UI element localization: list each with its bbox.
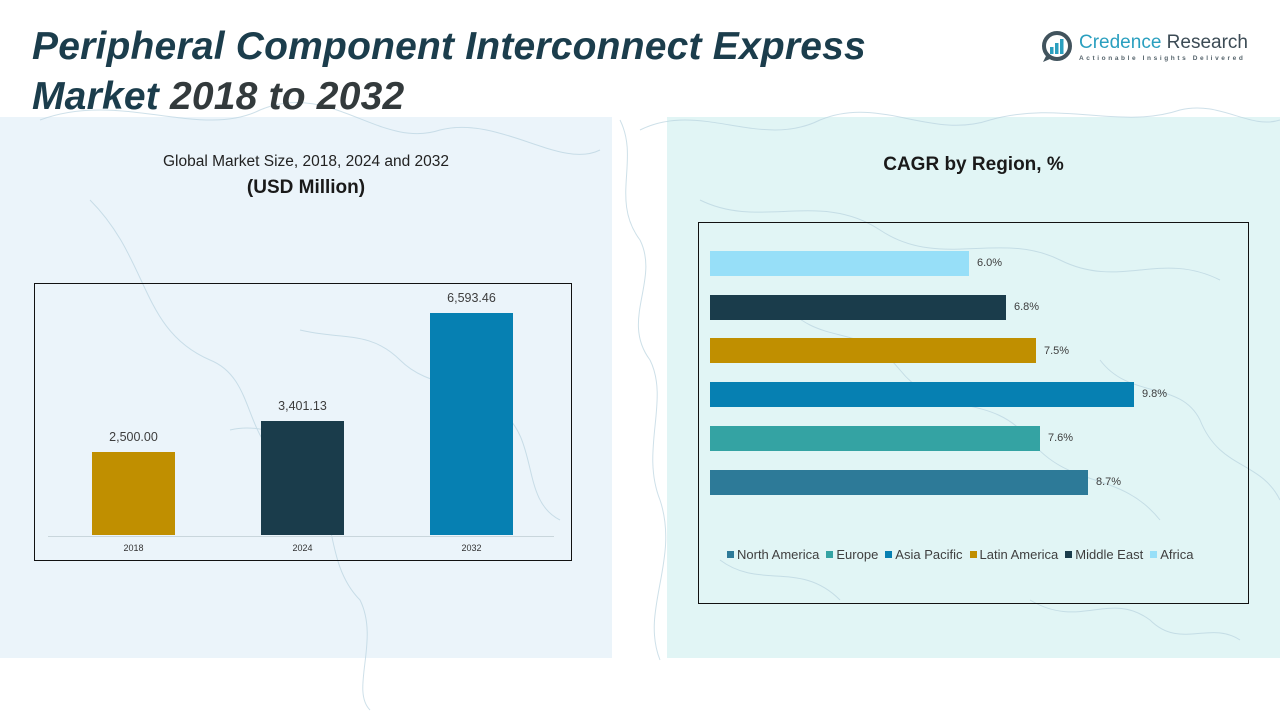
legend-swatch: [1065, 551, 1073, 558]
bar-value-asia-pacific: 9.8%: [1142, 388, 1168, 400]
bar-value-2018: 2,500.00: [109, 430, 158, 444]
legend-label: Europe: [836, 547, 879, 562]
bar-value-middle-east: 6.8%: [1014, 301, 1040, 313]
bar-value-2024: 3,401.13: [278, 399, 327, 413]
legend-europe: Europe: [826, 547, 878, 562]
bar-middle-east: [710, 295, 1006, 320]
legend-label: Latin America: [979, 547, 1059, 562]
legend-label: Asia Pacific: [895, 547, 963, 562]
bar-value-africa: 6.0%: [977, 257, 1003, 269]
x-label-2032: 2032: [461, 543, 482, 553]
legend-swatch: [969, 551, 977, 558]
legend-swatch: [826, 551, 834, 558]
title-line-2: Market 2018 to 2032: [32, 72, 866, 122]
cagr-chart: 6.0% 6.8% 7.5% 9.8% 7.6% 8.7% North Amer…: [698, 222, 1249, 604]
credence-research-logo: Credence Research Actionable Insights De…: [1040, 30, 1248, 64]
cagr-heading: CAGR by Region, %: [883, 154, 1064, 175]
bar-value-north-america: 8.7%: [1096, 476, 1122, 488]
bar-europe: [710, 426, 1040, 451]
title-years: 2018 to 2032: [169, 75, 405, 118]
title-market-word: Market: [32, 75, 159, 118]
legend-middle-east: Middle East: [1065, 547, 1143, 562]
logo-suffix: Research: [1161, 32, 1248, 53]
legend-swatch: [727, 551, 734, 558]
legend-asia-pacific: Asia Pacific: [885, 547, 963, 562]
page-title: Peripheral Component Interconnect Expres…: [32, 22, 866, 122]
legend-north-america: North America: [727, 547, 819, 562]
bar-latin-america: [710, 338, 1036, 363]
market-size-unit: (USD Million): [246, 177, 366, 198]
legend-swatch: [885, 551, 893, 558]
market-size-chart: 2,500.00 2018 3,401.13 2024 6,593.46 203…: [34, 283, 572, 561]
bar-value-2032: 6,593.46: [447, 291, 496, 305]
bar-2018: 2,500.00: [92, 430, 175, 535]
legend-label: Africa: [1160, 547, 1194, 562]
bar-value-latin-america: 7.5%: [1044, 345, 1070, 357]
market-size-heading: Global Market Size, 2018, 2024 and 2032 …: [0, 152, 612, 201]
bar-2032: 6,593.46: [430, 291, 513, 535]
legend-africa: Africa: [1150, 547, 1193, 562]
legend-label: North America: [737, 547, 820, 562]
x-axis-line: [48, 536, 554, 537]
logo-brand: Credence: [1079, 32, 1162, 53]
bar-asia-pacific: [710, 382, 1134, 407]
legend-swatch: [1150, 551, 1158, 558]
bar-chart-magnifier-icon: [1042, 31, 1072, 62]
bar-north-america: [710, 470, 1088, 495]
market-size-subtitle: Global Market Size, 2018, 2024 and 2032: [162, 153, 450, 170]
legend-latin-america: Latin America: [969, 547, 1059, 562]
cagr-legend: North America Europe Asia Pacific Latin …: [727, 547, 1193, 562]
x-label-2024: 2024: [292, 543, 313, 553]
bar-value-europe: 7.6%: [1048, 432, 1074, 444]
logo-tagline: Actionable Insights Delivered: [1079, 55, 1246, 62]
bar-2024: 3,401.13: [261, 399, 344, 535]
bar-africa: [710, 251, 969, 276]
legend-label: Middle East: [1075, 547, 1144, 562]
title-line-1: Peripheral Component Interconnect Expres…: [32, 25, 866, 68]
x-label-2018: 2018: [123, 543, 144, 553]
